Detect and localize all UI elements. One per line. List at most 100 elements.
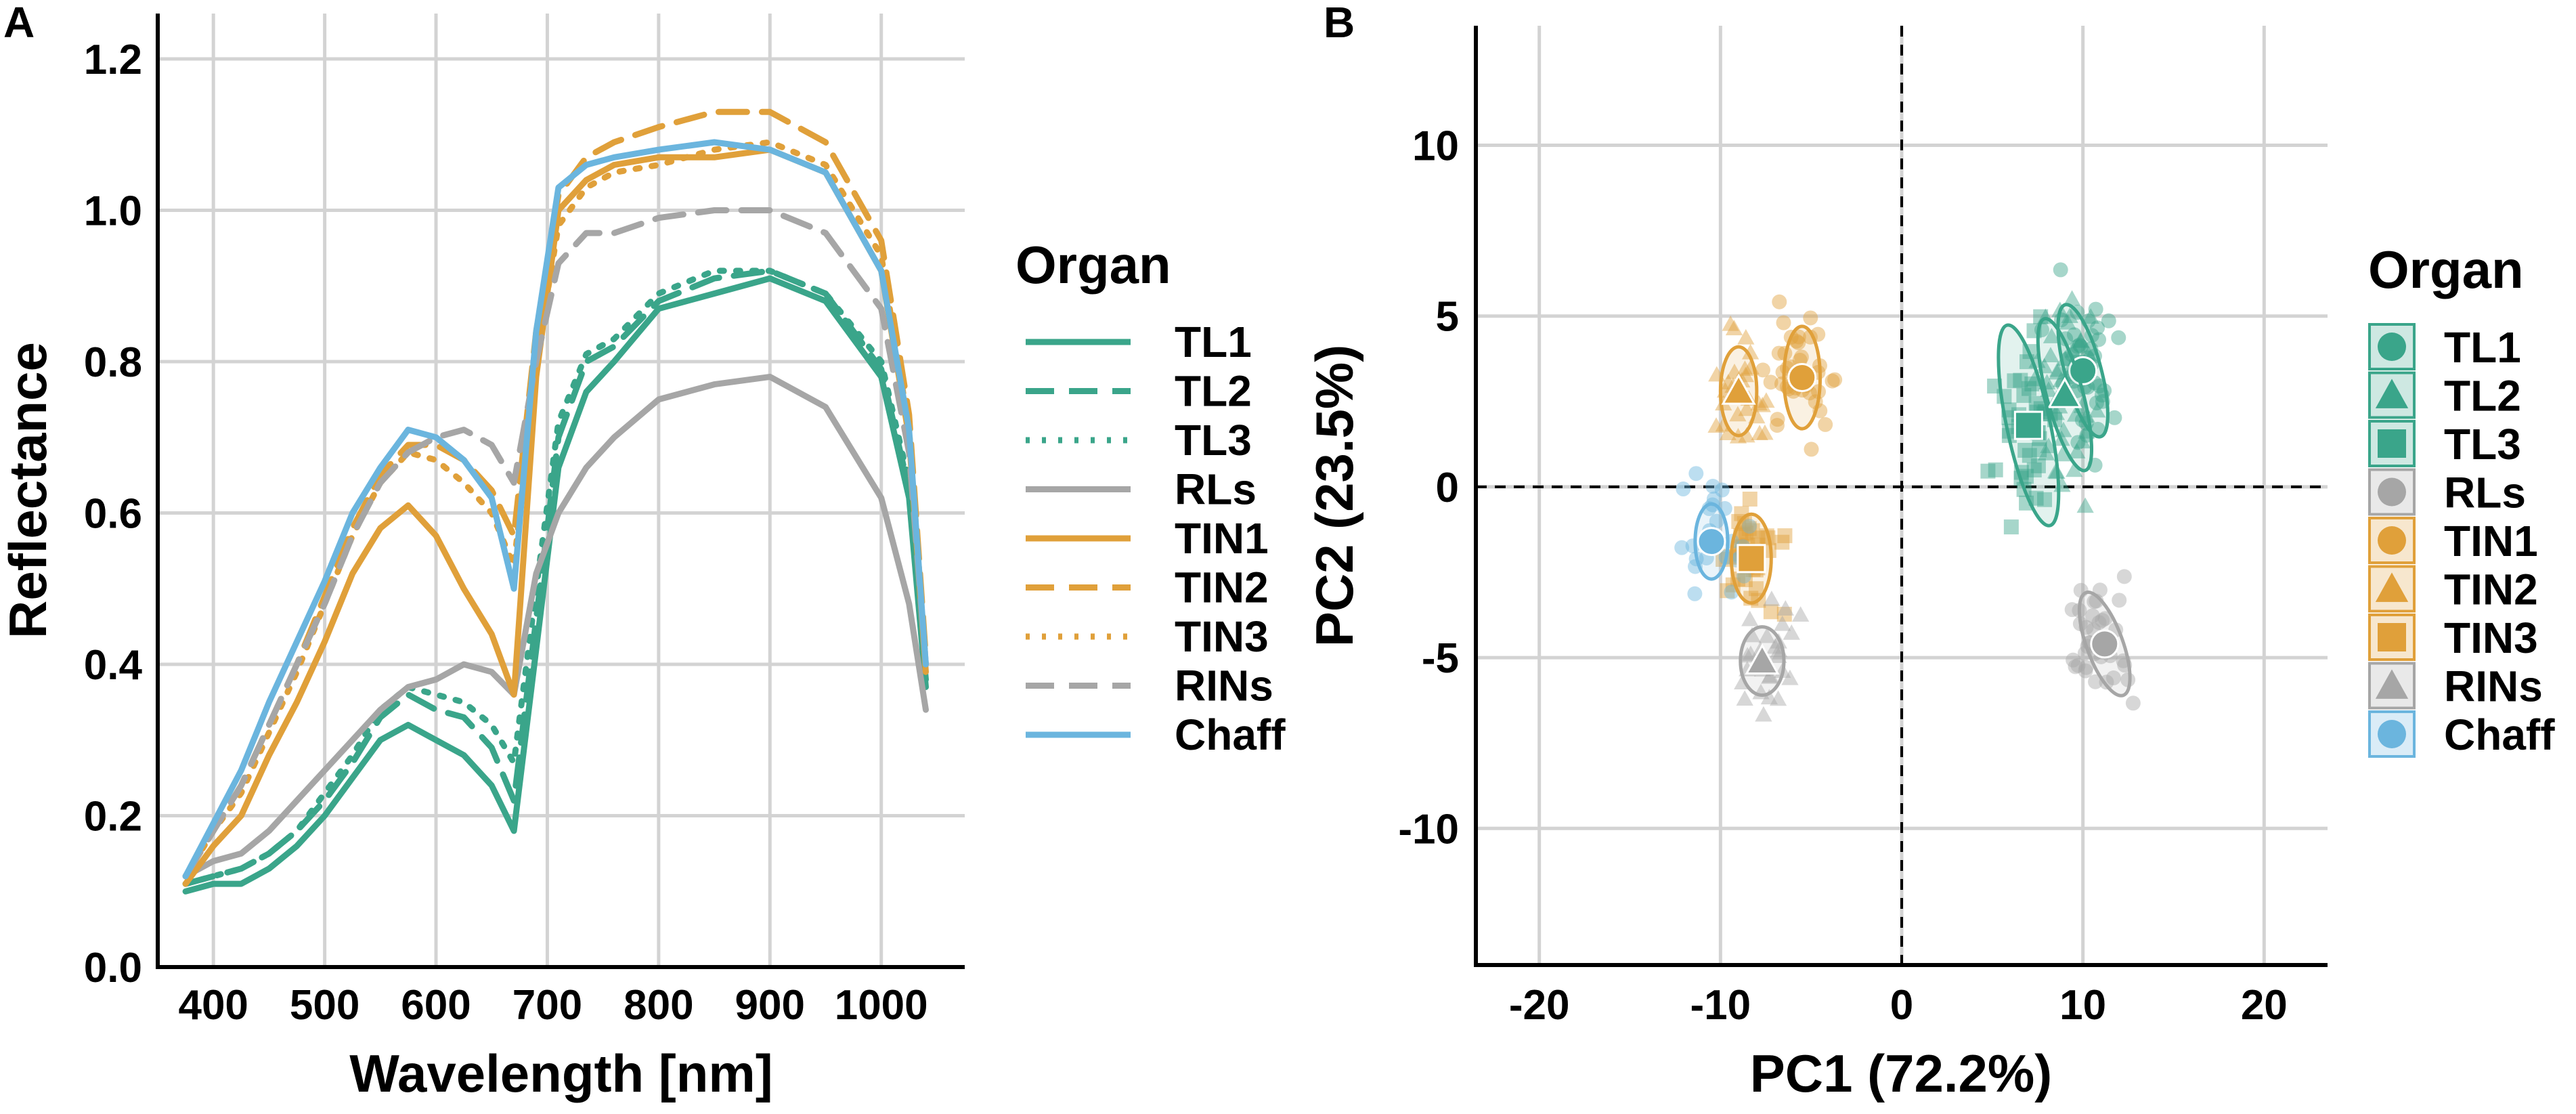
panel-b-point-tin1 (1791, 335, 1806, 351)
panel-b-point-tl1 (2111, 330, 2126, 345)
panel-a-legend-label: RLs (1175, 465, 1257, 514)
panel-a-legend-label: TIN3 (1175, 612, 1269, 661)
panel-b-reference-lines (1476, 26, 2328, 965)
panel-b-point-tin1 (1793, 349, 1809, 365)
panel-b-x-axis-label: PC1 (72.2%) (1750, 1044, 2053, 1103)
panel-b-point-tin1 (1769, 418, 1785, 433)
panel-b-point-rls (2116, 569, 2132, 584)
panel-b-point-tl3 (2028, 490, 2044, 506)
panel-b-point-tl2 (2066, 461, 2083, 477)
panel-b-point-tin3 (1720, 583, 1735, 599)
panel-b-label: B (1324, 0, 1355, 47)
panel-b-point-tl2 (2053, 446, 2071, 462)
panel-b-point-rls (2120, 672, 2136, 687)
panel-b-point-rls (2078, 663, 2093, 679)
panel-b-point-chaff (1705, 479, 1721, 494)
panel-b-point-tl3 (2007, 373, 2022, 389)
panel-b-point-rins (1762, 667, 1779, 683)
panel-b-point-tl3 (1980, 463, 1996, 479)
panel-b-point-chaff (1709, 513, 1724, 529)
panel-b-point-rls (2105, 670, 2121, 686)
panel-b-point-tin1 (1803, 310, 1818, 326)
panel-b-point-chaff (1742, 519, 1758, 534)
panel-b-legend-label: RINs (2444, 662, 2543, 711)
panel-a-y-tick-label: 1.0 (84, 188, 142, 235)
panel-a-series-line-chaff (182, 139, 929, 880)
panel-b-x-tick-label: 20 (2241, 982, 2288, 1029)
panel-b-point-tin3 (1735, 527, 1751, 542)
panel-b-legend-marker-chaff (2378, 720, 2406, 748)
panel-b-point-rls (2091, 615, 2107, 630)
panel-b-point-tl1 (2090, 320, 2105, 336)
panel-b-point-tin3 (1748, 581, 1764, 597)
panel-b-point-tin1 (1772, 294, 1787, 309)
panel-a-series-line-tl3 (182, 267, 929, 887)
panel-a-x-tick-label: 600 (401, 982, 471, 1029)
panel-a-x-tick-label: 900 (735, 982, 805, 1029)
panel-b-tick-labels: -20 -10 0 10 20 -10 -5 0 5 10 (1398, 123, 2287, 1029)
panel-a-y-axis-label: Reflectance (0, 342, 58, 639)
panel-b-legend-marker-tin3 (2378, 623, 2406, 651)
panel-b-point-rls (2112, 593, 2127, 608)
panel-b-y-tick-label: -10 (1398, 806, 1459, 853)
panel-b-legend-key-box-chaff (2368, 710, 2416, 758)
panel-b-point-tl2 (2068, 443, 2086, 458)
panel-b-point-rls (2084, 608, 2100, 624)
panel-b-point-tl2 (2061, 307, 2078, 323)
panel-b-point-tl1 (2107, 410, 2122, 425)
panel-b-point-tl3 (2013, 372, 2028, 388)
panel-b-point-tin3 (1745, 523, 1760, 538)
panel-b-point-tin3 (1776, 607, 1792, 622)
panel-b-point-tin1 (1770, 412, 1785, 427)
panel-b-point-chaff (1714, 482, 1730, 498)
panel-a-x-tick-label: 1000 (835, 982, 928, 1029)
panel-b-point-rls (2070, 658, 2086, 673)
panel-b-point-rls (2064, 602, 2080, 618)
panel-b-point-tl1 (2070, 435, 2086, 450)
panel-b-point-tin1 (1827, 372, 1843, 387)
panel-b-point-chaff (1674, 540, 1690, 555)
panel-a-x-tick-label: 400 (178, 982, 248, 1029)
panel-b-point-tl1 (2072, 337, 2087, 353)
panel-b-point-tin1 (1776, 315, 1791, 330)
panel-b-point-tin1 (1818, 416, 1833, 432)
panel-b-point-tl3 (2037, 492, 2053, 507)
panel-b-y-tick-label: 5 (1436, 294, 1459, 341)
panel-b-point-rins (1736, 690, 1753, 706)
panel-b-point-tin3 (1777, 528, 1793, 544)
panel-b-point-tl1 (2066, 327, 2082, 343)
panel-b-pca-scatter: B -20 -10 0 10 20 -10 -5 0 5 10 PC1 (72.2%) PC2 (… (1305, 0, 2555, 1103)
panel-b-x-tick-label: 0 (1890, 982, 1913, 1029)
panel-a-y-tick-label: 0.4 (84, 642, 143, 689)
panel-b-point-tin2 (1737, 328, 1755, 345)
panel-b-point-tl2 (2047, 463, 2065, 479)
panel-a-y-tick-label: 0.8 (84, 339, 142, 386)
panel-b-point-rins (1776, 600, 1794, 616)
panel-a-legend-label: TL2 (1175, 367, 1252, 416)
panel-a-legend-label: TL1 (1175, 318, 1252, 366)
panel-b-point-tin2 (1751, 425, 1768, 441)
panel-b-point-tl3 (2032, 442, 2047, 458)
panel-b-y-tick-label: 10 (1412, 123, 1459, 170)
panel-b-point-tl3 (2026, 462, 2042, 477)
panel-b-point-tl1 (2053, 262, 2068, 278)
panel-b-legend-label: TIN1 (2444, 517, 2538, 565)
panel-a-x-tick-label: 700 (512, 982, 582, 1029)
panel-b-legend-label: Chaff (2444, 710, 2555, 759)
panel-b-point-tin2 (1738, 427, 1755, 443)
panel-a-legend-label: TL3 (1175, 416, 1252, 465)
panel-b-point-tin3 (1737, 572, 1753, 588)
panel-a-legend-title: Organ (1016, 235, 1171, 295)
panel-b-point-tin3 (1750, 530, 1766, 546)
panel-b-point-tl3 (2030, 458, 2046, 473)
panel-b-point-tl3 (1988, 462, 2003, 477)
panel-b-group-mean-tl2 (2047, 377, 2082, 408)
panel-b-legend-marker-tl1 (2378, 333, 2406, 361)
panel-b-legend-label: RLs (2444, 469, 2526, 517)
panel-b-legend-label: TIN3 (2444, 614, 2538, 662)
panel-b-legend-label: TL2 (2444, 372, 2521, 421)
panel-b-point-tl2 (2074, 433, 2091, 449)
panel-b-point-chaff (1687, 586, 1703, 601)
